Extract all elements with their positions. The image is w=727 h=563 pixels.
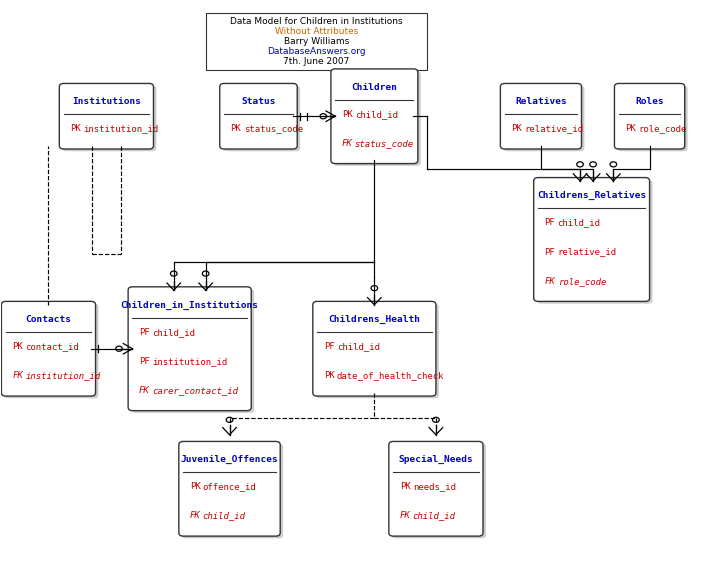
Text: PK: PK <box>625 124 636 133</box>
Text: 7th. June 2007: 7th. June 2007 <box>284 57 350 66</box>
FancyBboxPatch shape <box>500 83 582 149</box>
Text: contact_id: contact_id <box>25 342 79 351</box>
Text: child_id: child_id <box>413 511 456 520</box>
Text: PK: PK <box>400 482 411 491</box>
Text: Children_in_Institutions: Children_in_Institutions <box>121 301 259 310</box>
FancyBboxPatch shape <box>182 444 283 538</box>
Text: PF: PF <box>139 328 150 337</box>
Text: child_id: child_id <box>203 511 246 520</box>
Text: Data Model for Children in Institutions: Data Model for Children in Institutions <box>230 17 403 26</box>
FancyBboxPatch shape <box>537 180 652 303</box>
Text: child_id: child_id <box>355 110 398 119</box>
Text: PK: PK <box>324 372 334 381</box>
Text: Roles: Roles <box>635 97 664 106</box>
Text: PF: PF <box>139 357 150 366</box>
Text: PF: PF <box>324 342 334 351</box>
FancyBboxPatch shape <box>503 86 585 151</box>
FancyBboxPatch shape <box>392 444 486 538</box>
Text: child_id: child_id <box>337 342 379 351</box>
FancyBboxPatch shape <box>334 71 421 166</box>
Text: date_of_health_check: date_of_health_check <box>337 372 444 381</box>
Text: PK: PK <box>190 482 201 491</box>
FancyBboxPatch shape <box>222 86 300 151</box>
FancyBboxPatch shape <box>60 83 153 149</box>
Text: FK: FK <box>545 277 555 285</box>
Text: FK: FK <box>12 372 23 381</box>
Text: institution_id: institution_id <box>83 124 158 133</box>
Text: PK: PK <box>230 124 241 133</box>
Text: needs_id: needs_id <box>413 482 456 491</box>
Text: FK: FK <box>190 511 201 520</box>
Text: PK: PK <box>12 342 23 351</box>
Text: DatabaseAnswers.org: DatabaseAnswers.org <box>267 47 366 56</box>
Text: PF: PF <box>545 248 555 257</box>
FancyBboxPatch shape <box>534 177 649 301</box>
Text: Childrens_Health: Childrens_Health <box>329 315 420 324</box>
Text: institution_id: institution_id <box>152 357 228 366</box>
Text: carer_contact_id: carer_contact_id <box>152 386 238 395</box>
Text: status_code: status_code <box>244 124 302 133</box>
Text: Juvenile_Offences: Juvenile_Offences <box>180 455 278 464</box>
FancyBboxPatch shape <box>617 86 688 151</box>
FancyBboxPatch shape <box>1 301 95 396</box>
Text: child_id: child_id <box>558 218 601 227</box>
Text: role_code: role_code <box>558 277 606 285</box>
FancyBboxPatch shape <box>331 69 418 164</box>
Text: child_id: child_id <box>152 328 195 337</box>
FancyBboxPatch shape <box>63 86 156 151</box>
FancyBboxPatch shape <box>4 303 98 398</box>
Text: Without Attributes: Without Attributes <box>275 27 358 36</box>
Text: Status: Status <box>241 97 276 106</box>
Text: role_code: role_code <box>638 124 687 133</box>
Text: Relatives: Relatives <box>515 97 567 106</box>
FancyBboxPatch shape <box>128 287 252 410</box>
FancyBboxPatch shape <box>131 289 254 413</box>
FancyBboxPatch shape <box>316 303 439 398</box>
Text: status_code: status_code <box>355 139 414 148</box>
FancyBboxPatch shape <box>179 441 280 536</box>
Text: Childrens_Relatives: Childrens_Relatives <box>537 191 646 200</box>
Text: institution_id: institution_id <box>25 372 100 381</box>
Text: FK: FK <box>342 139 353 148</box>
Text: relative_id: relative_id <box>558 248 616 257</box>
Text: Contacts: Contacts <box>25 315 71 324</box>
FancyBboxPatch shape <box>614 83 685 149</box>
Text: offence_id: offence_id <box>203 482 257 491</box>
Text: PF: PF <box>545 218 555 227</box>
Text: Barry Williams: Barry Williams <box>284 37 349 46</box>
Text: PK: PK <box>342 110 353 119</box>
Text: PK: PK <box>511 124 522 133</box>
Text: Special_Needs: Special_Needs <box>398 455 473 464</box>
Text: Children: Children <box>351 83 398 92</box>
Text: Institutions: Institutions <box>72 97 141 106</box>
FancyBboxPatch shape <box>389 441 483 536</box>
Text: FK: FK <box>139 386 150 395</box>
Text: FK: FK <box>400 511 411 520</box>
FancyBboxPatch shape <box>313 301 436 396</box>
FancyBboxPatch shape <box>220 83 297 149</box>
Text: relative_id: relative_id <box>524 124 583 133</box>
Text: PK: PK <box>71 124 81 133</box>
FancyBboxPatch shape <box>206 13 427 70</box>
